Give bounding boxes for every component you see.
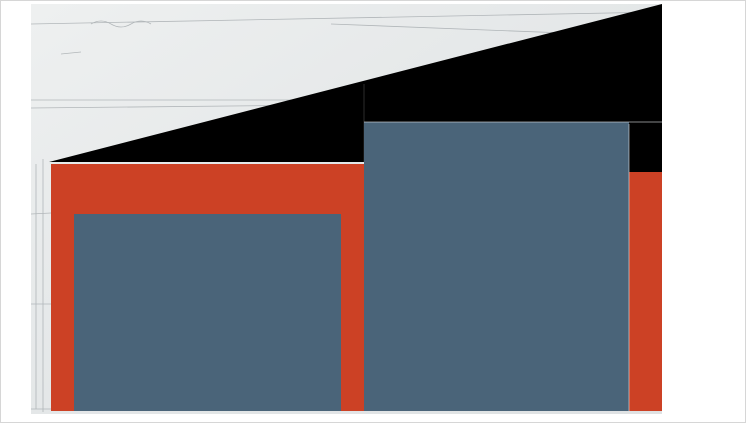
roof-shape <box>49 4 662 162</box>
left-frame-header <box>51 164 364 214</box>
collage-canvas <box>31 4 662 414</box>
left-frame-post-left <box>51 164 74 411</box>
left-frame-post-right <box>341 164 364 411</box>
left-blue-panel <box>74 214 341 411</box>
right-black-cap <box>629 124 662 172</box>
building-collage-artwork <box>31 4 662 414</box>
right-red-strip <box>629 172 662 411</box>
panel-separators <box>49 121 662 411</box>
center-blue-panel <box>364 122 629 411</box>
